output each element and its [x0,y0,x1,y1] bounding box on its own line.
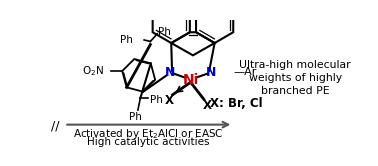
Text: N: N [206,66,217,79]
Text: N: N [164,66,175,79]
Text: O$_2$N: O$_2$N [82,64,104,78]
Text: X: X [203,99,212,112]
Text: —Ar: —Ar [233,67,257,77]
Text: Ultra-high molecular: Ultra-high molecular [239,60,351,70]
Text: //: // [51,120,59,133]
Text: X: X [164,94,174,107]
Text: Activated by Et$_2$AlCl or EASC: Activated by Et$_2$AlCl or EASC [73,127,223,141]
Text: Ph: Ph [129,112,142,122]
Text: High catalytic activities: High catalytic activities [87,137,209,147]
Text: Ph: Ph [121,35,133,45]
Text: branched PE: branched PE [261,86,330,96]
Text: weights of highly: weights of highly [249,73,342,83]
Text: Ph: Ph [158,27,171,37]
Text: Ni: Ni [183,73,199,87]
Text: Ph: Ph [150,95,163,105]
Text: X: Br, Cl: X: Br, Cl [210,97,263,110]
